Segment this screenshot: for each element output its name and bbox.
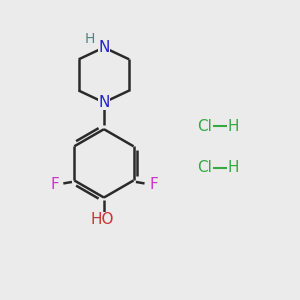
Text: HO: HO	[91, 212, 114, 227]
Text: Cl: Cl	[197, 119, 212, 134]
Text: H: H	[227, 119, 239, 134]
Text: H: H	[85, 32, 95, 46]
Text: N: N	[98, 95, 110, 110]
Text: H: H	[227, 160, 239, 175]
Text: N: N	[98, 40, 110, 55]
Text: F: F	[149, 177, 158, 192]
Text: F: F	[50, 177, 59, 192]
Text: Cl: Cl	[197, 160, 212, 175]
